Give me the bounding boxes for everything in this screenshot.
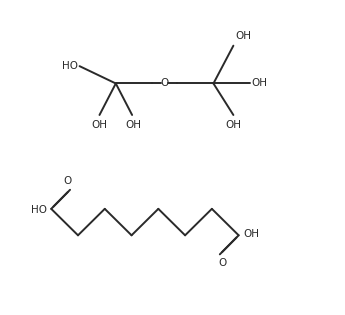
Text: OH: OH [243, 229, 259, 239]
Text: O: O [64, 176, 72, 186]
Text: O: O [218, 258, 226, 268]
Text: OH: OH [251, 78, 267, 89]
Text: HO: HO [62, 61, 78, 71]
Text: OH: OH [91, 120, 108, 130]
Text: O: O [160, 78, 169, 89]
Text: OH: OH [225, 120, 241, 130]
Text: OH: OH [126, 120, 142, 130]
Text: HO: HO [30, 205, 47, 215]
Text: OH: OH [235, 31, 251, 41]
